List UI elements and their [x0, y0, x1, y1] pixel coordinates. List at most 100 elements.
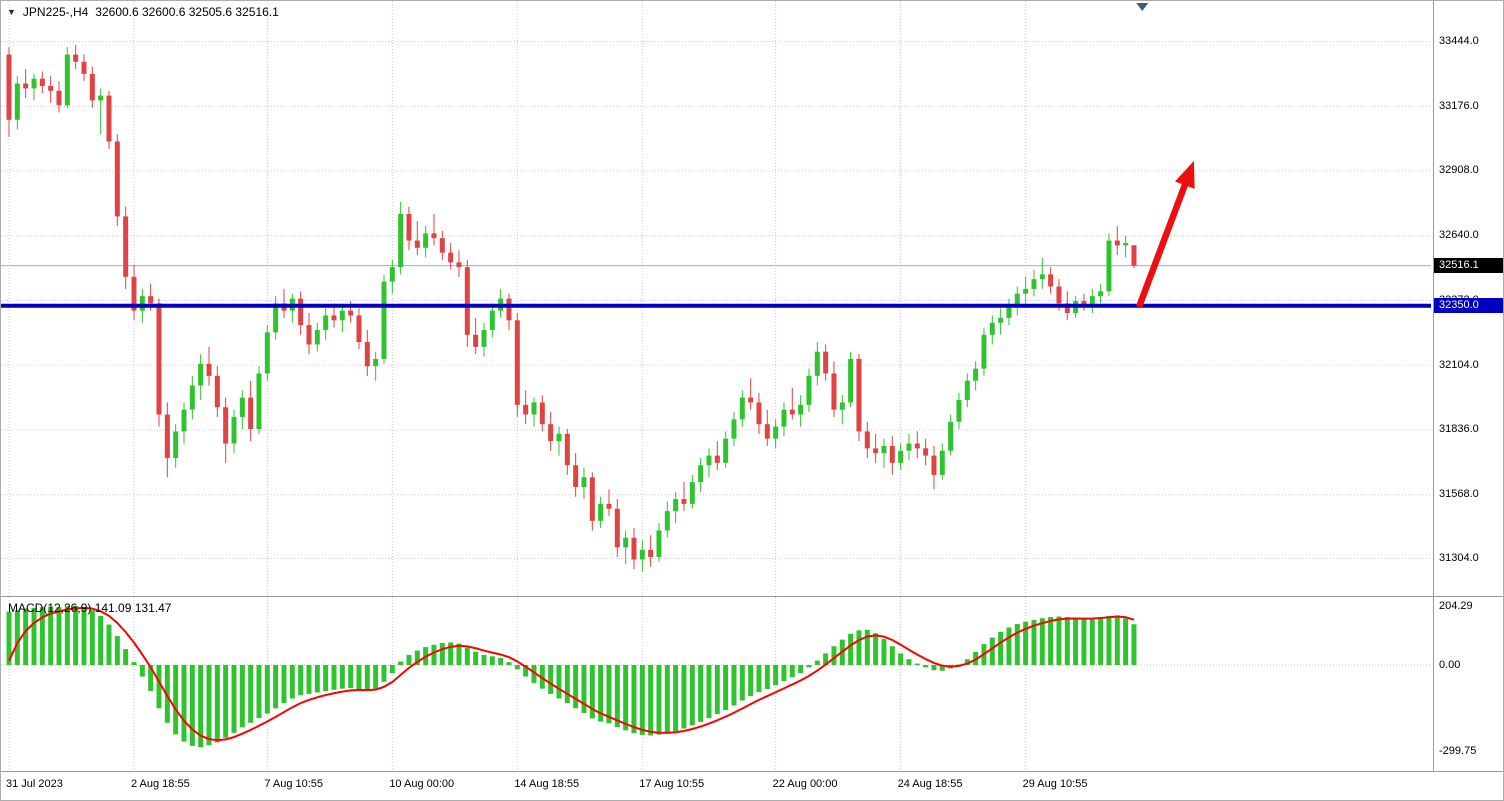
panel-separator[interactable]: [1, 596, 1503, 597]
macd-histogram-bar: [664, 665, 670, 734]
candle-down: [464, 267, 470, 335]
macd-histogram-bar: [173, 665, 179, 735]
candle-up: [531, 402, 537, 415]
candle-up: [556, 433, 562, 442]
candle-up: [339, 310, 345, 321]
macd-histogram-bar: [606, 665, 612, 724]
candle-down: [539, 402, 545, 425]
macd-histogram-bar: [889, 646, 895, 665]
macd-histogram-bar: [589, 665, 595, 719]
candle-up: [1031, 279, 1037, 289]
candle-down: [406, 213, 412, 241]
candle-up: [31, 78, 37, 89]
candle-down: [631, 537, 637, 560]
candle-down: [1056, 286, 1062, 304]
macd-histogram-bar: [864, 629, 870, 665]
time-axis[interactable]: 31 Jul 2023 2 Aug 18:55 7 Aug 10:55 10 Aug …: [1, 772, 1503, 800]
macd-histogram-bar: [681, 665, 687, 729]
candle-down: [748, 397, 754, 403]
macd-histogram-bar: [1006, 627, 1012, 665]
price-axis[interactable]: 33444.033176.032908.032640.032372.032104…: [1433, 1, 1503, 772]
candle-up: [906, 443, 912, 451]
macd-histogram-bar: [1031, 619, 1037, 665]
candle-up: [381, 281, 387, 359]
macd-histogram-bar: [723, 665, 729, 711]
macd-histogram-bar: [1014, 623, 1020, 665]
macd-tick-label: -299.75: [1439, 745, 1477, 758]
chart-header: ▼ JPN225-,H4 32600.6 32600.6 32505.6 325…: [7, 5, 279, 19]
macd-histogram-bar: [139, 665, 145, 677]
candle-up: [1023, 288, 1029, 294]
trend-arrow-head-icon[interactable]: [1174, 160, 1195, 189]
macd-histogram-bar: [789, 665, 795, 678]
candle-up: [656, 530, 662, 558]
candle-up: [939, 450, 945, 475]
macd-histogram-bar: [381, 665, 387, 682]
macd-histogram-bar: [998, 631, 1004, 665]
candle-down: [23, 83, 29, 89]
macd-histogram-bar: [923, 665, 929, 668]
macd-histogram-bar: [1131, 624, 1137, 665]
time-tick-label: 17 Aug 10:55: [639, 778, 705, 790]
macd-histogram-bar: [364, 665, 370, 691]
candle-up: [698, 465, 704, 483]
candle-up: [814, 351, 820, 376]
candle-down: [81, 61, 87, 74]
candle-down: [156, 303, 162, 415]
candle-down: [789, 409, 795, 415]
candle-down: [873, 448, 879, 454]
macd-histogram-bar: [798, 665, 804, 674]
macd-histogram-bar: [356, 665, 362, 690]
macd-histogram-bar: [756, 665, 762, 693]
macd-histogram-bar: [931, 665, 937, 671]
macd-histogram-bar: [539, 665, 545, 689]
candle-down: [1114, 240, 1120, 246]
candle-down: [931, 455, 937, 475]
candle-up: [706, 455, 712, 466]
candle-down: [431, 233, 437, 239]
price-chart-canvas[interactable]: [1, 1, 1433, 597]
candle-down: [214, 375, 220, 408]
candle-up: [181, 409, 187, 432]
candle-up: [998, 317, 1004, 323]
chart-shift-marker-icon[interactable]: [1136, 3, 1149, 11]
macd-histogram-bar: [1056, 616, 1062, 665]
trend-arrow-shaft[interactable]: [1135, 179, 1190, 309]
macd-histogram-bar: [656, 665, 662, 735]
candle-up: [848, 358, 854, 403]
macd-histogram-bar: [514, 665, 520, 670]
macd-histogram-bar: [431, 644, 437, 665]
candle-up: [489, 310, 495, 330]
macd-histogram-bar: [456, 643, 462, 665]
candle-up: [739, 397, 745, 420]
macd-histogram-bar: [848, 633, 854, 665]
macd-histogram-bar: [148, 665, 154, 691]
macd-histogram-bar: [573, 665, 579, 709]
macd-histogram-bar: [914, 663, 920, 665]
candle-up: [1014, 293, 1020, 306]
candle-down: [564, 433, 570, 466]
macd-histogram-bar: [556, 665, 562, 699]
macd-histogram-bar: [639, 665, 645, 735]
macd-histogram-bar: [764, 665, 770, 689]
candle-up: [956, 400, 962, 422]
candle-up: [598, 503, 604, 521]
candle-up: [373, 358, 379, 367]
macd-histogram-bar: [56, 607, 62, 665]
macd-histogram-bar: [1089, 618, 1095, 665]
macd-signal-line: [8, 606, 1135, 742]
macd-histogram-bar: [1039, 618, 1045, 665]
time-tick-label: 14 Aug 18:55: [514, 778, 580, 790]
macd-histogram-bar: [348, 665, 354, 689]
macd-histogram-bar: [1073, 618, 1079, 665]
macd-canvas[interactable]: [1, 597, 1433, 772]
macd-histogram-bar: [123, 649, 129, 665]
candle-down: [306, 325, 312, 345]
macd-histogram-bar: [1081, 618, 1087, 665]
candle-up: [423, 233, 429, 248]
candle-down: [573, 465, 579, 487]
candle-up: [323, 315, 329, 330]
macd-histogram-bar: [489, 656, 495, 665]
macd-histogram-bar: [531, 665, 537, 683]
